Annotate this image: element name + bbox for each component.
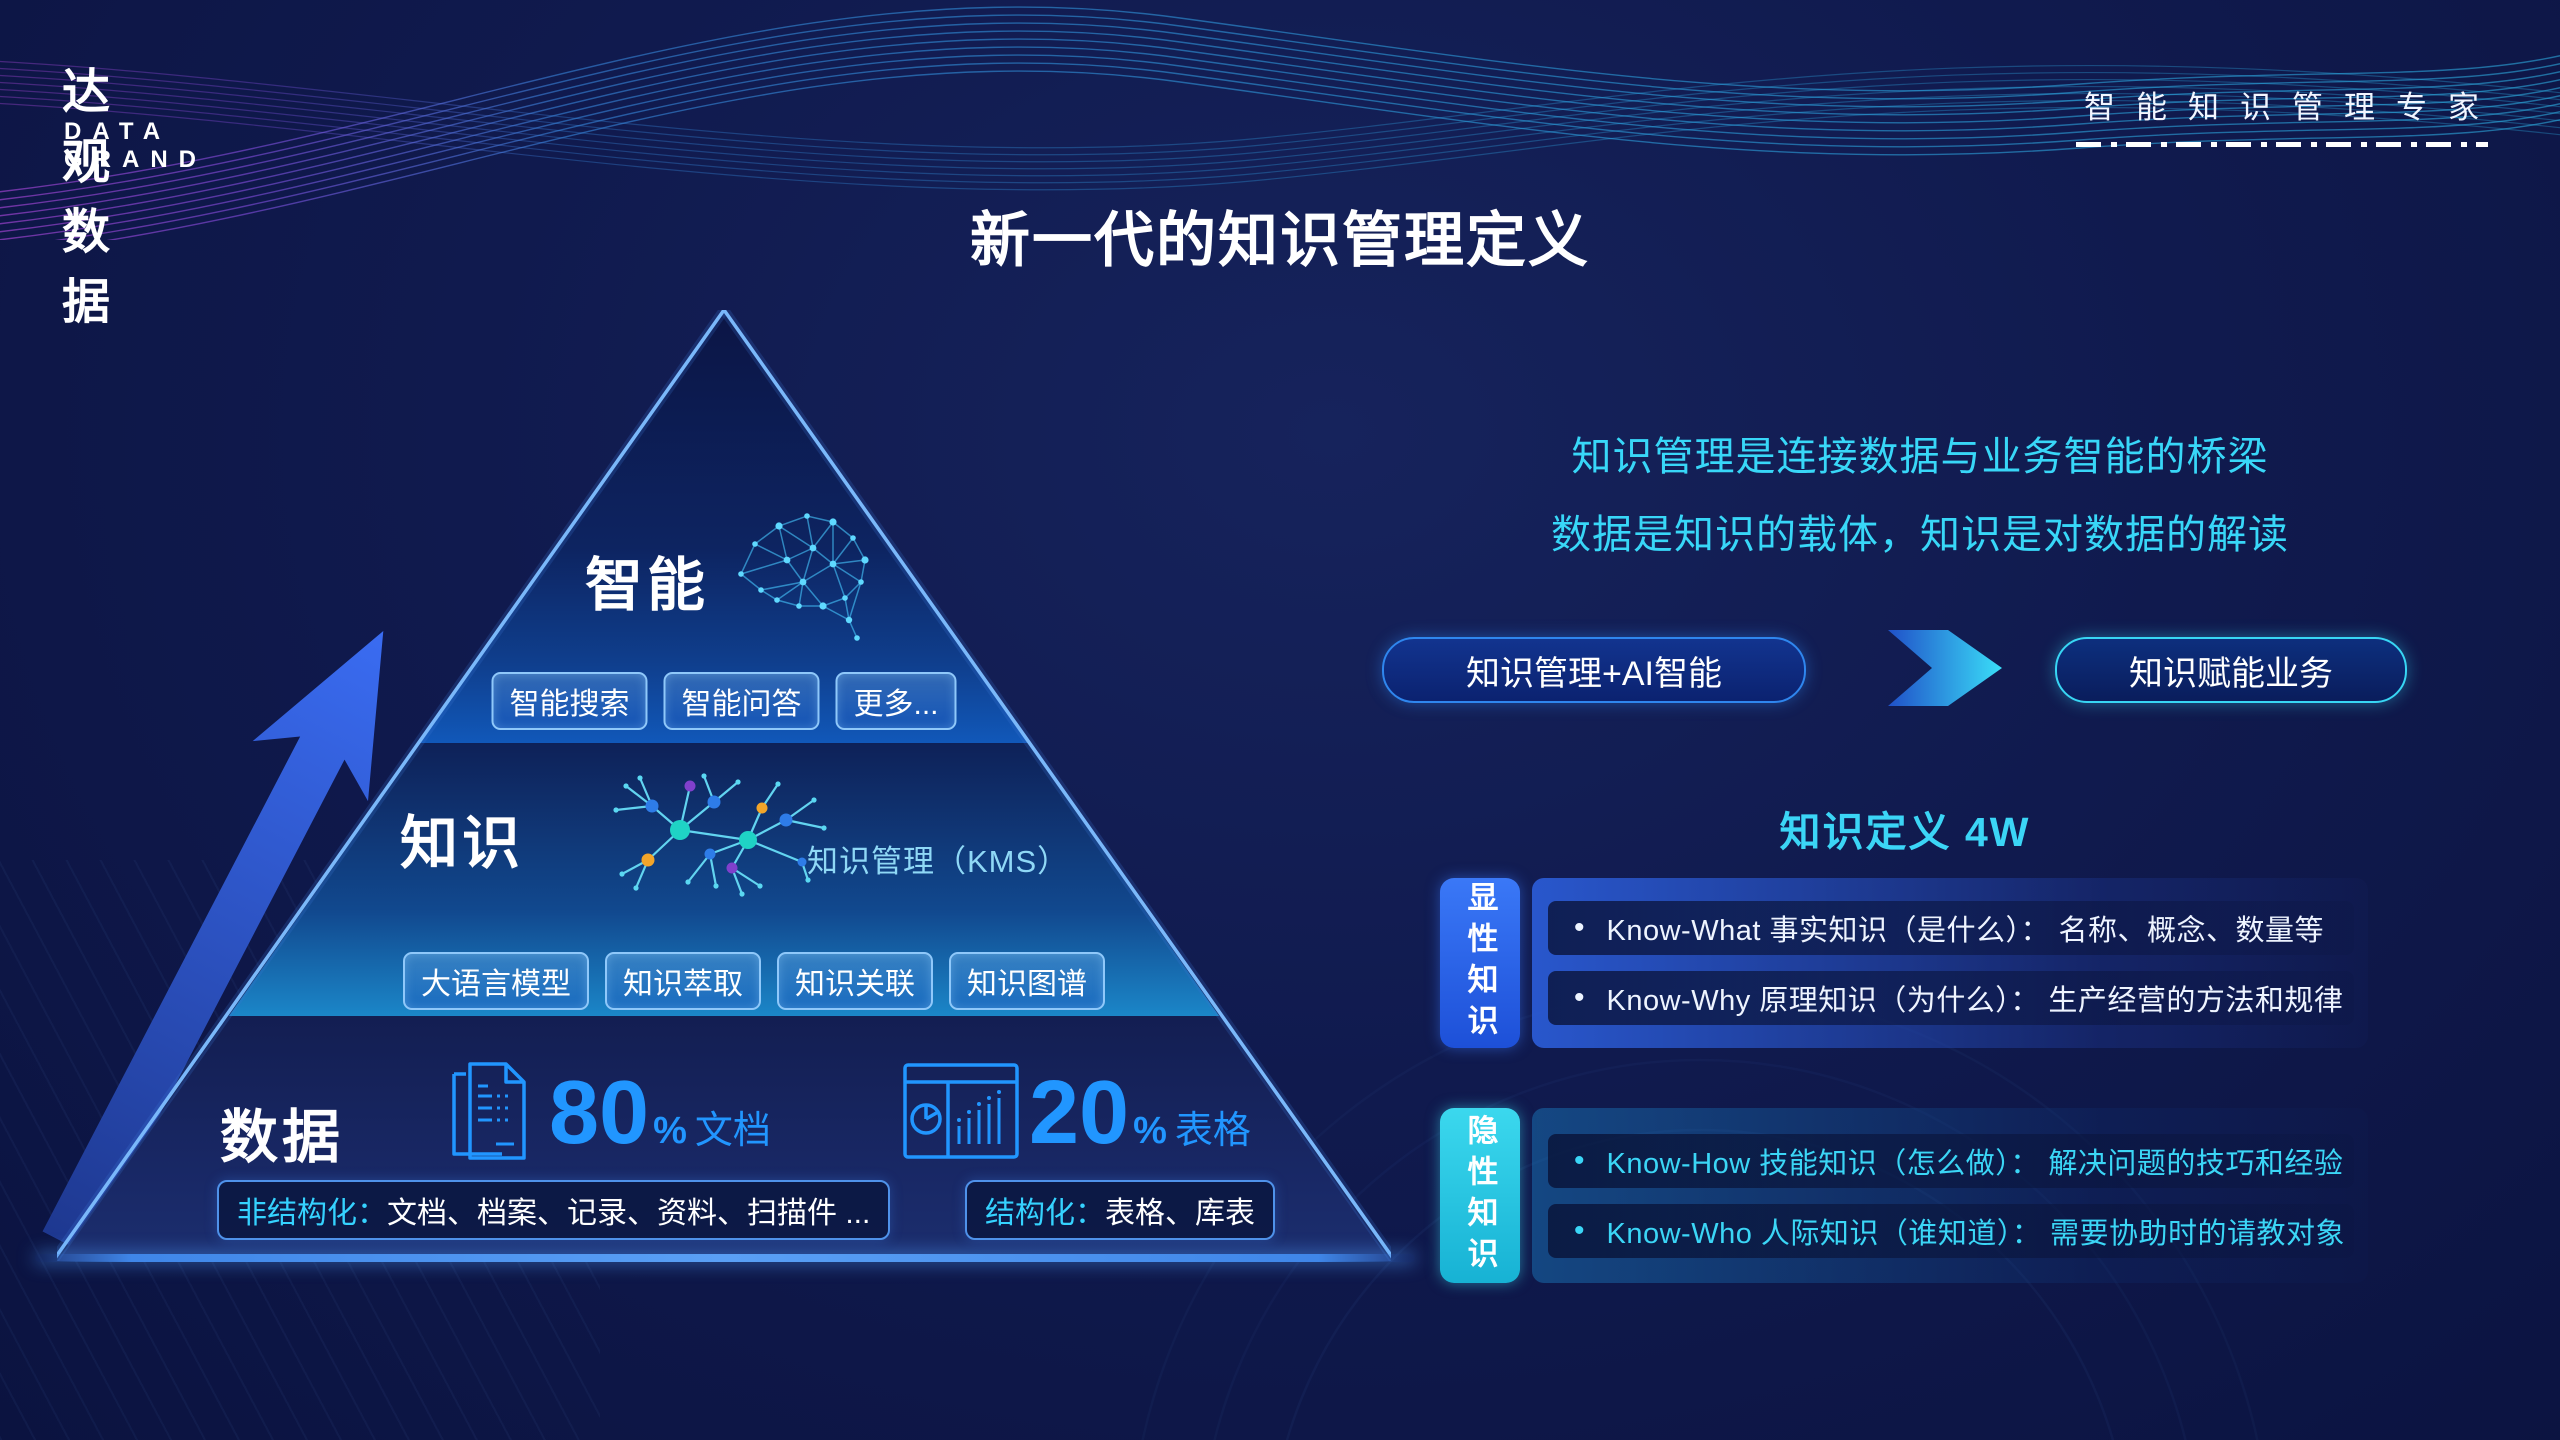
lead-line-2: 数据是知识的载体，知识是对数据的解读 (1551, 513, 2289, 557)
tag-knowledge-extraction: 知识萃取 (605, 952, 761, 1010)
pyramid-base-line (35, 1254, 1415, 1262)
document-icon (452, 1062, 526, 1160)
level-data-title: 数据 (220, 1105, 345, 1170)
lead-line-1: 知识管理是连接数据与业务智能的桥梁 (1571, 435, 2269, 479)
unstructured-prefix: 非结构化： (237, 1197, 387, 1230)
tacit-knowledge-label: 隐性知识 (1440, 1108, 1520, 1283)
level-knowledge-title: 知识 (400, 811, 525, 876)
stat-table: 20 % 表格 (1029, 1068, 1251, 1158)
doc-percent-unit: % (653, 1110, 687, 1152)
doc-percent-value: 80 (549, 1063, 650, 1163)
tacit-knowledge-block: 隐性知识 • Know-How 技能知识（怎么做）： 解决问题的技巧和经验 • … (1440, 1108, 2368, 1283)
flow-from-pill: 知识管理+AI智能 (1382, 637, 1806, 703)
doc-percent-label: 文档 (694, 1110, 771, 1152)
pyramid-edges (57, 310, 1391, 1261)
table-percent-label: 表格 (1174, 1110, 1251, 1152)
tag-structured: 结构化：表格、库表 (965, 1180, 1275, 1240)
tagline: 智能知识管理专家 (2084, 90, 2500, 125)
tagline-underline (2076, 142, 2488, 147)
knowledge-tags: 大语言模型 知识萃取 知识关联 知识图谱 (403, 952, 1105, 1010)
table-chart-icon (903, 1063, 1019, 1159)
tag-knowledge-association: 知识关联 (777, 952, 933, 1010)
bullet-dot: • (1574, 981, 1585, 1014)
explicit-knowledge-block: 显性知识 • Know-What 事实知识（是什么）： 名称、概念、数量等 • … (1440, 878, 2368, 1048)
explicit-knowledge-panel: • Know-What 事实知识（是什么）： 名称、概念、数量等 • Know-… (1532, 878, 2368, 1048)
pyramid: 智能 智能搜索 智能问答 更多... 知识 (35, 310, 1415, 1266)
logo-en: DATA GRAND (64, 118, 207, 173)
know-how-text: Know-How 技能知识（怎么做）： 解决问题的技巧和经验 (1606, 1147, 2344, 1180)
flow-to-pill: 知识赋能业务 (2055, 637, 2407, 703)
table-percent-unit: % (1133, 1110, 1167, 1152)
know-what-item: • Know-What 事实知识（是什么）： 名称、概念、数量等 (1548, 901, 2354, 955)
tag-intelligent-qa: 智能问答 (663, 672, 820, 730)
intelligence-tags: 智能搜索 智能问答 更多... (491, 672, 957, 730)
brain-network-icon (738, 513, 869, 641)
level-intelligence-title: 智能 (585, 553, 710, 618)
tacit-knowledge-panel: • Know-How 技能知识（怎么做）： 解决问题的技巧和经验 • Know-… (1532, 1108, 2368, 1283)
structured-text: 表格、库表 (1105, 1197, 1255, 1230)
know-who-item: • Know-Who 人际知识（谁知道）： 需要协助时的请教对象 (1548, 1203, 2354, 1258)
kms-label: 知识管理（KMS） (807, 844, 1070, 879)
know-why-item: • Know-Why 原理知识（为什么）： 生产经营的方法和规律 (1548, 971, 2354, 1025)
bullet-dot: • (1574, 1143, 1585, 1177)
unstructured-text: 文档、档案、记录、资料、扫描件 ... (387, 1197, 871, 1230)
know-why-text: Know-Why 原理知识（为什么）： 生产经营的方法和规律 (1606, 985, 2344, 1017)
bullet-dot: • (1574, 911, 1585, 944)
knowledge-graph-icon (613, 773, 827, 897)
tag-knowledge-graph: 知识图谱 (949, 952, 1105, 1010)
structured-prefix: 结构化： (985, 1197, 1105, 1230)
logo-cn: 达观数据 (62, 66, 114, 329)
know-what-text: Know-What 事实知识（是什么）： 名称、概念、数量等 (1606, 915, 2325, 947)
growth-arrow-icon (42, 630, 384, 1255)
know-who-text: Know-Who 人际知识（谁知道）： 需要协助时的请教对象 (1606, 1217, 2345, 1250)
table-percent-value: 20 (1029, 1063, 1130, 1163)
know-how-item: • Know-How 技能知识（怎么做）： 解决问题的技巧和经验 (1548, 1133, 2354, 1188)
tag-unstructured: 非结构化：文档、档案、记录、资料、扫描件 ... (217, 1180, 891, 1240)
stat-doc: 80 % 文档 (549, 1068, 771, 1158)
bullet-dot: • (1574, 1213, 1585, 1247)
page-title: 新一代的知识管理定义 (970, 207, 1590, 274)
explicit-knowledge-label: 显性知识 (1440, 878, 1520, 1048)
flow-arrow-icon (1888, 630, 2002, 706)
tag-llm: 大语言模型 (403, 952, 589, 1010)
section-title-4w: 知识定义 4W (1779, 809, 2031, 855)
tag-intelligent-search: 智能搜索 (491, 672, 648, 730)
tag-more: 更多... (835, 672, 957, 730)
